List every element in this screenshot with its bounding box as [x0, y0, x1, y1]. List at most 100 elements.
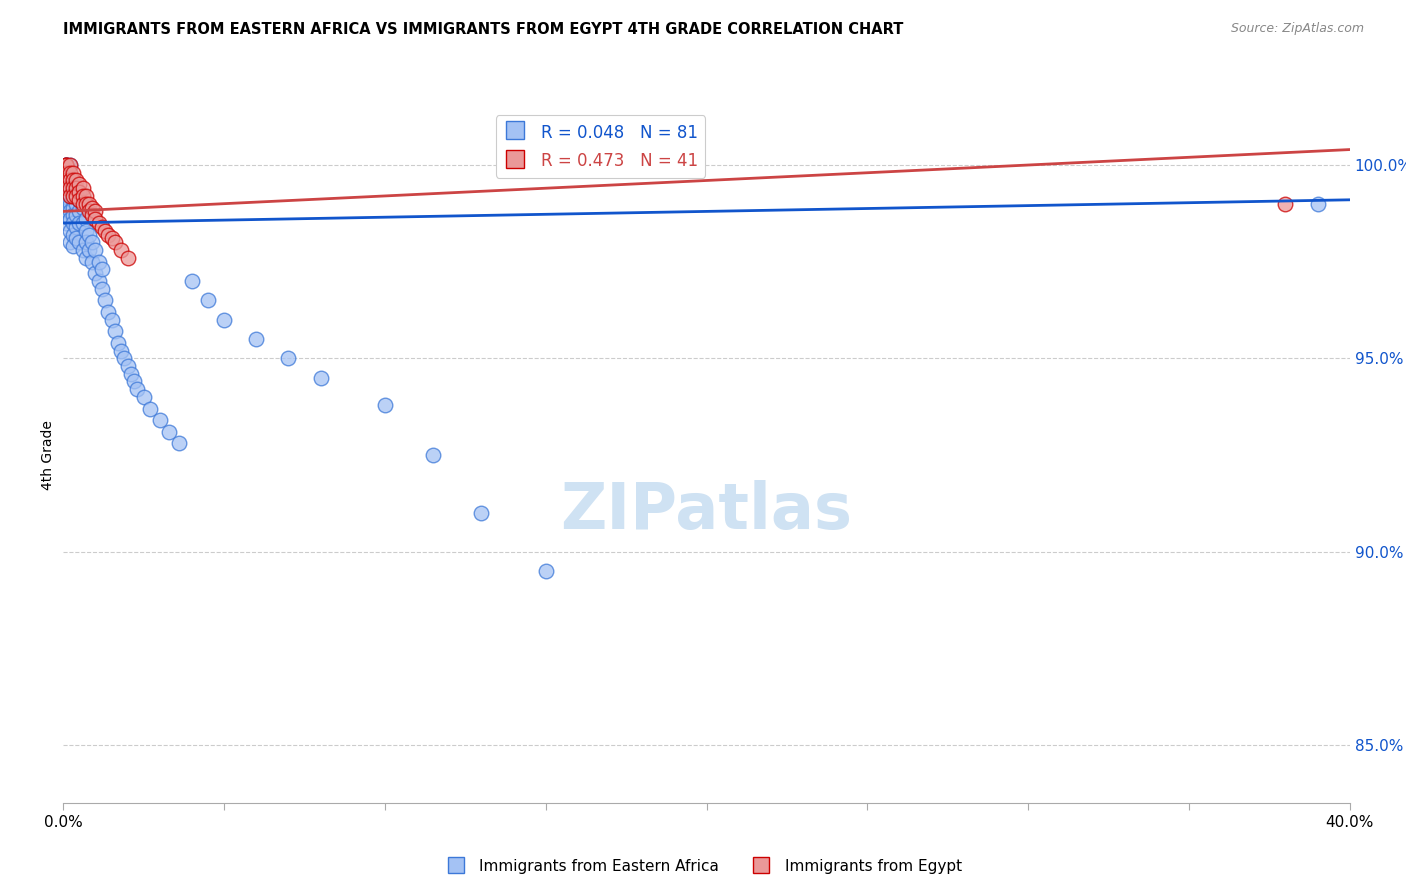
Point [55, 158, 77, 172]
Point [117, 359, 139, 373]
Point [84, 266, 107, 280]
Point [55, 158, 77, 172]
Point [1306, 196, 1329, 211]
Point [110, 343, 132, 358]
Point [65, 219, 87, 234]
Point [59, 189, 82, 203]
Point [84, 212, 107, 227]
Point [94, 293, 117, 308]
Point [59, 158, 82, 172]
Point [55, 204, 77, 219]
Point [67, 216, 90, 230]
Point [84, 243, 107, 257]
Point [62, 178, 84, 192]
Point [55, 185, 77, 199]
Point [55, 158, 77, 172]
Point [67, 193, 90, 207]
Point [55, 158, 77, 172]
Point [212, 312, 235, 326]
Point [55, 166, 77, 180]
Point [72, 201, 94, 215]
Point [422, 448, 444, 462]
Point [55, 158, 77, 172]
Point [72, 216, 94, 230]
Point [1274, 196, 1296, 211]
Text: ZIPatlas: ZIPatlas [561, 480, 852, 541]
Point [59, 189, 82, 203]
Legend: Immigrants from Eastern Africa, Immigrants from Egypt: Immigrants from Eastern Africa, Immigran… [439, 853, 967, 880]
Point [62, 166, 84, 180]
Point [82, 201, 104, 215]
Point [197, 293, 219, 308]
Point [309, 370, 332, 384]
Point [374, 398, 396, 412]
Point [55, 189, 77, 203]
Point [75, 212, 97, 227]
Text: IMMIGRANTS FROM EASTERN AFRICA VS IMMIGRANTS FROM EGYPT 4TH GRADE CORRELATION CH: IMMIGRANTS FROM EASTERN AFRICA VS IMMIGR… [63, 22, 904, 37]
Point [90, 282, 112, 296]
Point [59, 196, 82, 211]
Point [127, 382, 149, 396]
Point [62, 201, 84, 215]
Point [67, 185, 90, 199]
Point [90, 219, 112, 234]
Point [534, 564, 557, 578]
Point [55, 158, 77, 172]
Point [157, 425, 180, 439]
Point [65, 181, 87, 195]
Point [77, 204, 100, 219]
Point [62, 227, 84, 242]
Point [65, 173, 87, 187]
Point [77, 196, 100, 211]
Point [104, 324, 127, 338]
Point [55, 216, 77, 230]
Point [59, 158, 82, 172]
Point [72, 196, 94, 211]
Point [62, 216, 84, 230]
Point [94, 224, 117, 238]
Point [67, 235, 90, 250]
Point [62, 208, 84, 222]
Point [65, 189, 87, 203]
Point [90, 262, 112, 277]
Point [100, 231, 122, 245]
Point [59, 181, 82, 195]
Point [82, 208, 104, 222]
Point [167, 436, 190, 450]
Point [97, 227, 120, 242]
Point [59, 212, 82, 227]
Point [97, 305, 120, 319]
Point [55, 169, 77, 184]
Point [104, 235, 127, 250]
Point [75, 196, 97, 211]
Point [65, 196, 87, 211]
Point [117, 251, 139, 265]
Text: Source: ZipAtlas.com: Source: ZipAtlas.com [1230, 22, 1364, 36]
Point [59, 235, 82, 250]
Y-axis label: 4th Grade: 4th Grade [41, 420, 55, 490]
Point [75, 235, 97, 250]
Point [149, 413, 172, 427]
Point [84, 204, 107, 219]
Point [75, 224, 97, 238]
Point [59, 181, 82, 195]
Point [62, 181, 84, 195]
Point [65, 185, 87, 199]
Point [139, 401, 162, 416]
Point [67, 178, 90, 192]
Point [132, 390, 155, 404]
Point [87, 254, 110, 268]
Point [72, 181, 94, 195]
Point [87, 274, 110, 288]
Point [110, 243, 132, 257]
Point [75, 189, 97, 203]
Point [62, 189, 84, 203]
Point [59, 173, 82, 187]
Point [112, 351, 135, 366]
Point [59, 224, 82, 238]
Point [100, 312, 122, 326]
Point [65, 231, 87, 245]
Point [72, 189, 94, 203]
Point [62, 193, 84, 207]
Point [59, 204, 82, 219]
